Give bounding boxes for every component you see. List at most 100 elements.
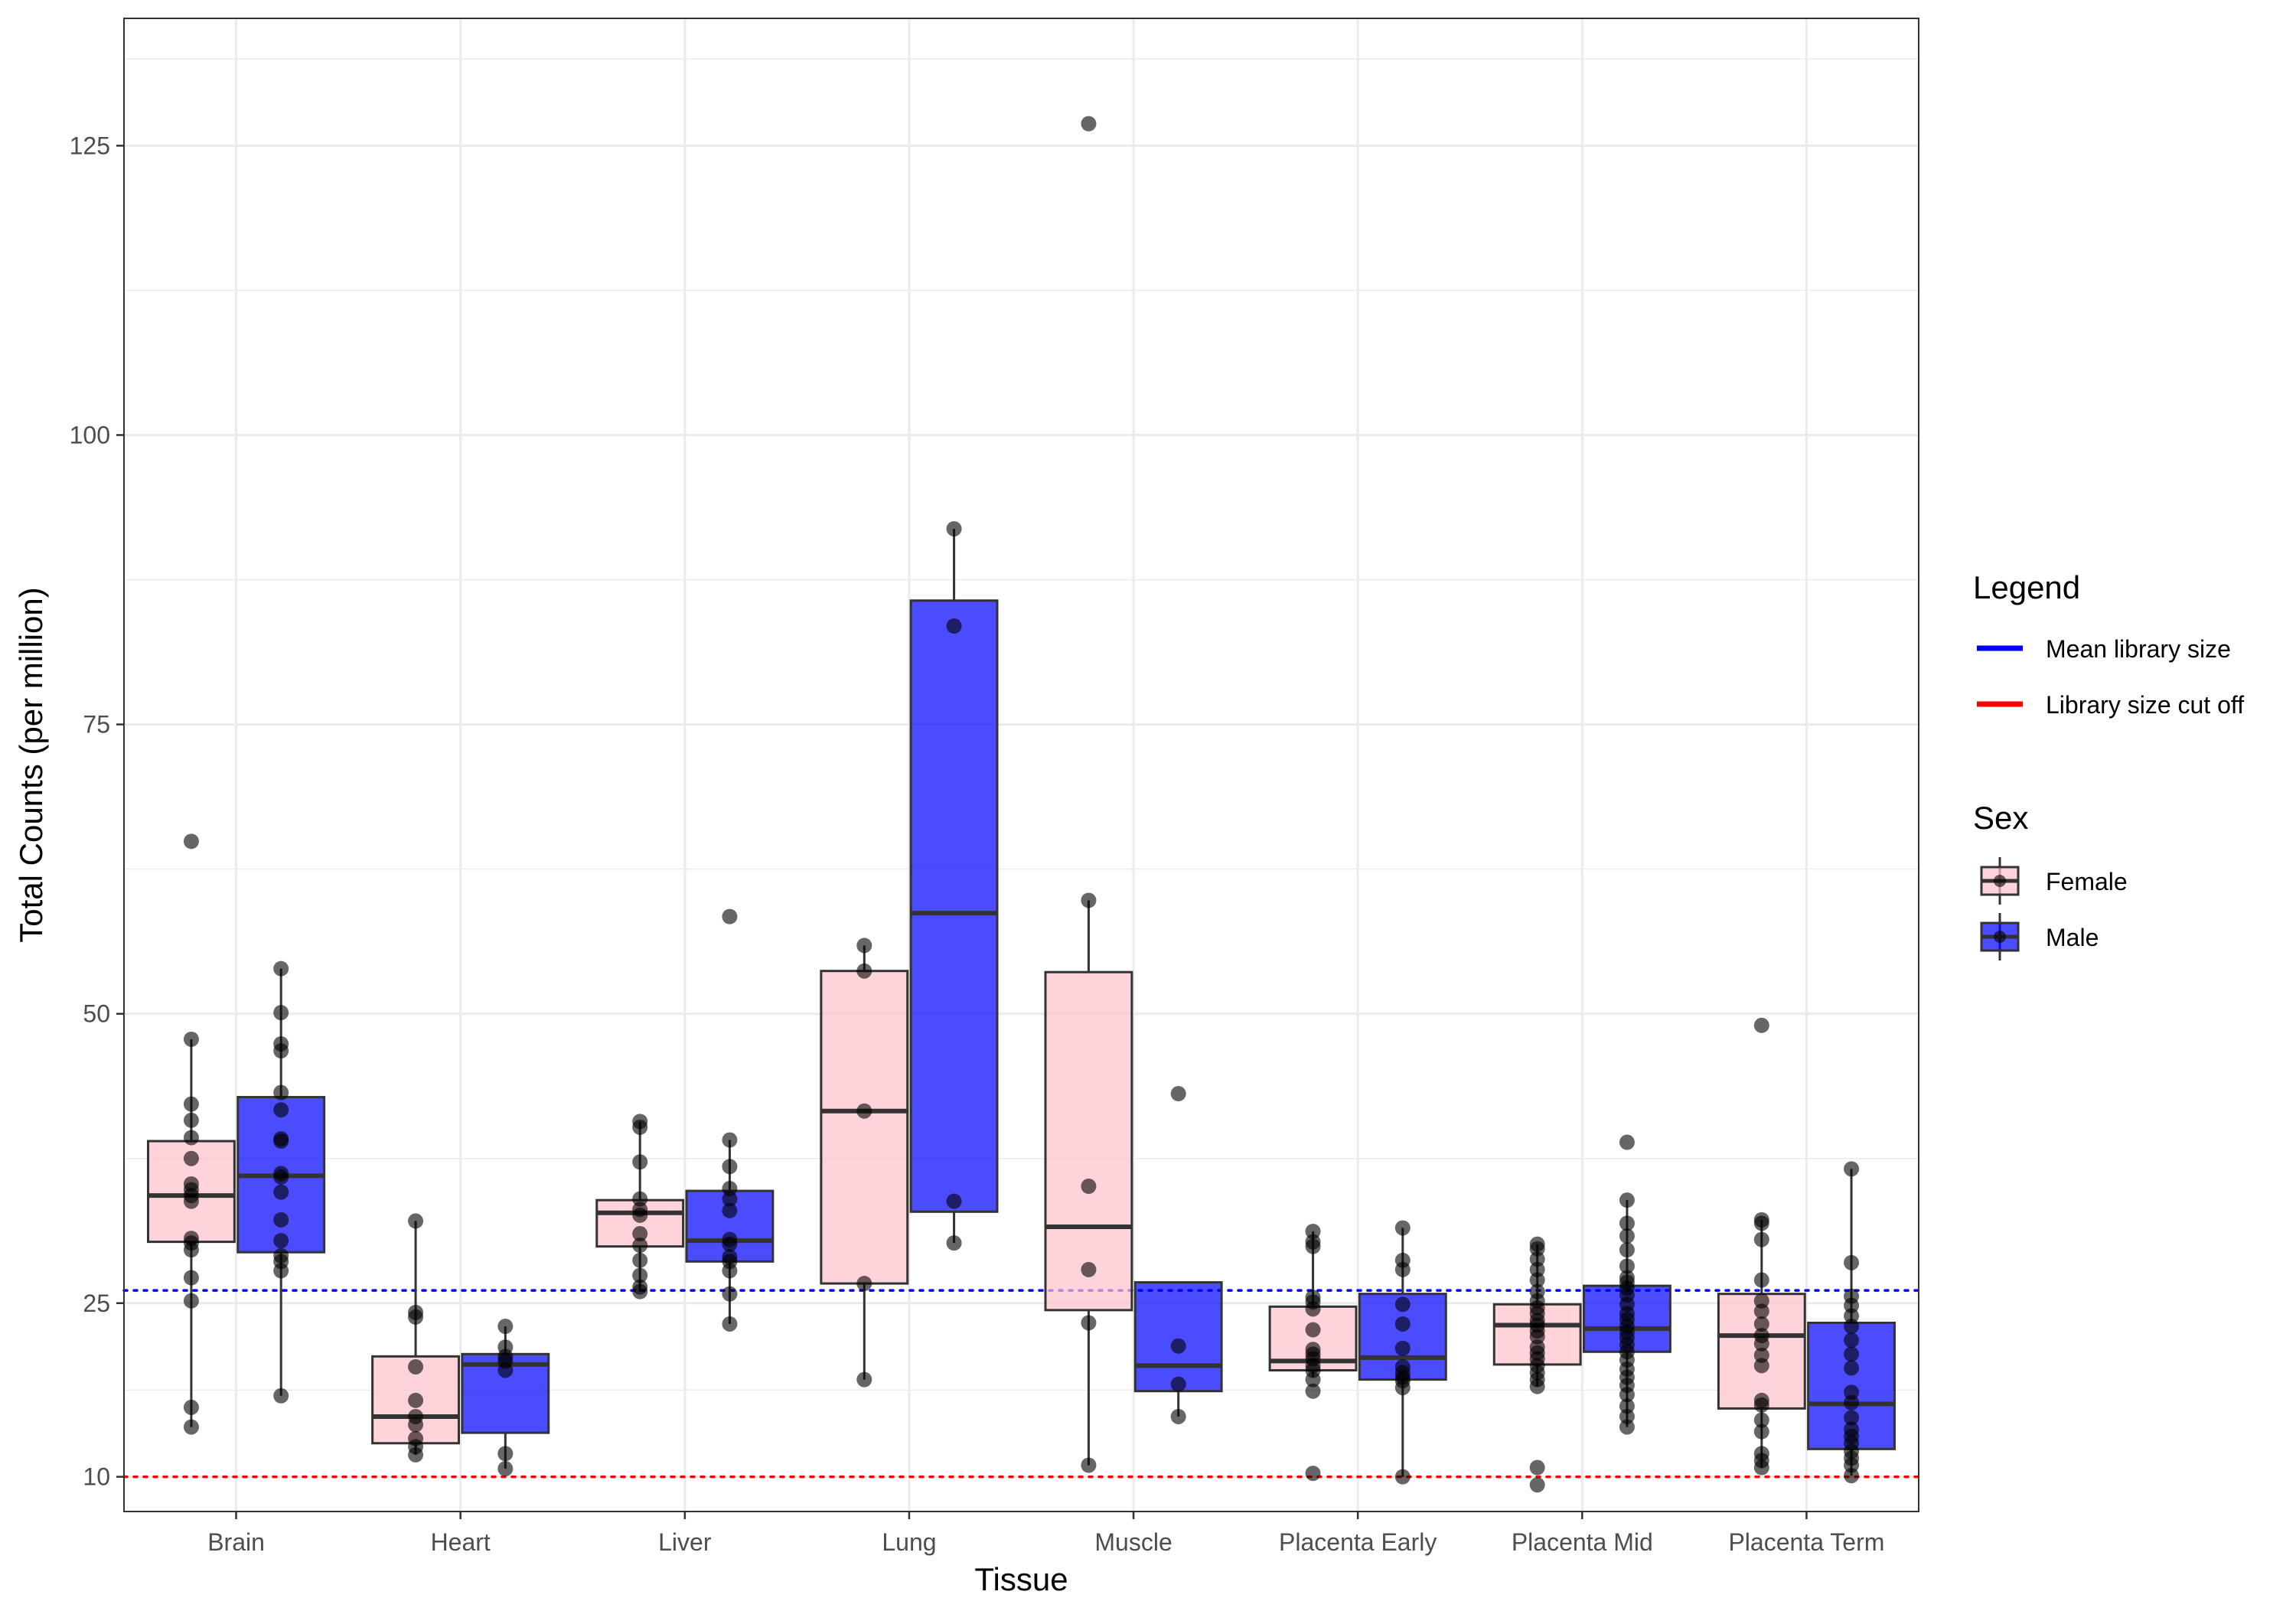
point-male-brain — [273, 1184, 289, 1200]
point-male-brain — [273, 1133, 289, 1150]
point-female-heart — [408, 1358, 424, 1375]
point-male-placenta-term — [1844, 1410, 1860, 1426]
point-female-brain — [183, 1419, 199, 1435]
point-female-muscle — [1081, 1261, 1097, 1277]
point-male-brain — [273, 1005, 289, 1021]
point-male-liver — [722, 1132, 738, 1148]
y-tick-label: 75 — [83, 711, 110, 739]
point-female-placenta-mid — [1529, 1459, 1545, 1476]
x-tick-label-placenta-mid: Placenta Mid — [1512, 1528, 1653, 1556]
point-male-lung — [946, 1193, 962, 1209]
point-female-heart — [408, 1392, 424, 1408]
point-male-placenta-early — [1394, 1316, 1411, 1332]
point-male-brain — [273, 1263, 289, 1279]
point-female-placenta-early — [1305, 1383, 1321, 1399]
point-female-placenta-term — [1753, 1303, 1769, 1319]
point-male-placenta-early — [1394, 1296, 1411, 1313]
point-female-placenta-mid — [1529, 1477, 1545, 1493]
point-male-heart — [497, 1319, 514, 1335]
box-female-muscle — [1044, 900, 1133, 1466]
point-female-placenta-term — [1753, 1215, 1769, 1231]
point-female-liver — [632, 1238, 648, 1254]
point-female-muscle — [1081, 116, 1097, 132]
x-tick-label-placenta-early: Placenta Early — [1279, 1528, 1437, 1556]
point-female-brain — [183, 1150, 199, 1166]
point-male-placenta-mid — [1619, 1215, 1635, 1231]
legend-label-male: Male — [2046, 924, 2099, 951]
point-female-lung — [856, 1276, 872, 1292]
point-female-lung — [856, 963, 872, 979]
y-tick-label: 25 — [83, 1290, 110, 1317]
point-female-brain — [183, 833, 199, 850]
point-female-liver — [632, 1119, 648, 1135]
point-female-placenta-term — [1753, 1272, 1769, 1288]
point-female-placenta-mid — [1529, 1272, 1545, 1288]
point-male-placenta-mid — [1619, 1192, 1635, 1208]
point-male-liver — [722, 1236, 738, 1252]
point-female-placenta-term — [1753, 1017, 1769, 1033]
point-female-heart — [408, 1309, 424, 1325]
point-male-liver — [722, 1286, 738, 1302]
point-female-placenta-early — [1305, 1371, 1321, 1388]
point-female-brain — [183, 1399, 199, 1415]
point-male-liver — [722, 1191, 738, 1207]
point-male-placenta-early — [1394, 1220, 1411, 1236]
point-male-lung — [946, 520, 962, 536]
point-female-brain — [183, 1193, 199, 1209]
x-tick-label-lung: Lung — [882, 1528, 936, 1556]
point-male-liver — [722, 1202, 738, 1218]
grid — [124, 18, 1919, 1512]
x-tick-label-muscle: Muscle — [1094, 1528, 1172, 1556]
x-tick-label-liver: Liver — [658, 1528, 712, 1556]
point-male-heart — [497, 1446, 514, 1462]
point-female-muscle — [1081, 1179, 1097, 1195]
point-male-placenta-early — [1394, 1340, 1411, 1356]
point-male-heart — [497, 1461, 514, 1477]
point-male-liver — [722, 908, 738, 925]
legend-label-female: Female — [2046, 868, 2128, 895]
point-male-brain — [273, 1212, 289, 1228]
point-female-muscle — [1081, 892, 1097, 908]
x-tick-label-brain: Brain — [207, 1528, 265, 1556]
legend-title-sex: Sex — [1973, 800, 2028, 836]
point-male-liver — [722, 1316, 738, 1332]
point-female-brain — [183, 1293, 199, 1309]
point-female-placenta-term — [1753, 1412, 1769, 1428]
box-body — [909, 599, 999, 1213]
point-female-placenta-term — [1753, 1231, 1769, 1247]
point-female-heart — [408, 1213, 424, 1229]
box-male-muscle — [1133, 1281, 1223, 1417]
point-female-placenta-term — [1753, 1459, 1769, 1476]
point-male-muscle — [1170, 1338, 1186, 1354]
point-male-placenta-term — [1844, 1319, 1860, 1335]
point-male-lung — [946, 618, 962, 634]
point-male-placenta-term — [1844, 1254, 1860, 1270]
point-female-placenta-early — [1305, 1322, 1321, 1338]
legend-label-library-size-cut-off: Library size cut off — [2046, 691, 2244, 719]
point-male-muscle — [1170, 1086, 1186, 1102]
point-female-liver — [632, 1226, 648, 1242]
point-female-lung — [856, 938, 872, 954]
legend-key-male — [1980, 913, 2020, 960]
point-male-placenta-early — [1394, 1380, 1411, 1396]
x-tick-label-placenta-term: Placenta Term — [1728, 1528, 1884, 1556]
point-female-brain — [183, 1270, 199, 1286]
point-male-placenta-mid — [1619, 1242, 1635, 1258]
box-body — [1044, 970, 1133, 1312]
point-female-brain — [183, 1031, 199, 1047]
point-female-liver — [632, 1283, 648, 1300]
point-male-brain — [273, 1233, 289, 1249]
box-female-lung — [820, 945, 909, 1380]
point-female-muscle — [1081, 1457, 1097, 1473]
y-tick-label: 10 — [83, 1463, 110, 1491]
box-male-lung — [909, 528, 999, 1244]
point-female-placenta-term — [1753, 1423, 1769, 1440]
y-tick-label: 100 — [70, 421, 110, 448]
point-male-placenta-term — [1844, 1346, 1860, 1362]
legend-key-female — [1980, 857, 2020, 905]
legend: Legend Mean library size Library size cu… — [1973, 569, 2244, 960]
point-female-lung — [856, 1371, 872, 1388]
point-male-placenta-early — [1394, 1469, 1411, 1485]
